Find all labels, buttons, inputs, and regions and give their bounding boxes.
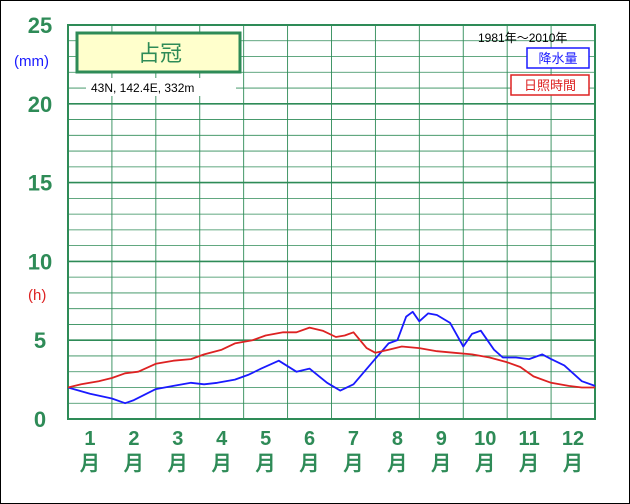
month-suffix-label: 月: [562, 453, 583, 475]
y-tick-label: 10: [28, 249, 52, 274]
month-number-label: 9: [436, 428, 447, 450]
month-number-label: 10: [474, 428, 496, 450]
month-number-label: 12: [562, 428, 584, 450]
y-tick-label: 15: [28, 171, 52, 196]
legend-sunshine-box: [510, 74, 590, 96]
month-suffix-label: 月: [342, 453, 363, 475]
y-tick-label: 20: [28, 92, 52, 117]
legend-precipitation: 降水量: [538, 51, 577, 66]
legend-precipitation-box: [526, 47, 590, 69]
x-tick-labels: 1 月 2 月 3 月 4 月 5 月 6 月 7 月 8 月 9 月 10 月 11 月 12 月: [79, 428, 584, 475]
month-number-label: 11: [519, 428, 540, 450]
month-number-label: 1: [84, 428, 95, 450]
station-title-box: [75, 31, 242, 74]
month-suffix-label: 月: [211, 453, 232, 475]
month-suffix-label: 月: [386, 453, 407, 475]
month-number-label: 4: [216, 428, 228, 450]
station-title: 占冠: [138, 42, 182, 67]
month-number-label: 6: [304, 428, 315, 450]
grid: [68, 25, 595, 419]
y-tick-label: 0: [34, 407, 46, 432]
series-lines: [67, 310, 596, 405]
coordinates-bg: [86, 78, 236, 96]
unit-label-mm: (mm): [14, 53, 49, 70]
month-number-label: 5: [260, 428, 271, 450]
month-number-label: 2: [128, 428, 139, 450]
station-coordinates: 43N, 142.4E, 332m: [91, 81, 194, 95]
y-tick-labels: 0 5 10 15 20 25: [28, 13, 52, 432]
legend-sunshine: 日照時間: [524, 78, 576, 93]
unit-label-h: (h): [28, 287, 46, 304]
month-suffix-label: 月: [79, 453, 100, 475]
month-suffix-label: 月: [167, 453, 188, 475]
sunshine-line: [67, 326, 595, 389]
month-number-label: 7: [348, 428, 359, 450]
y-tick-label: 25: [28, 13, 52, 38]
month-number-label: 3: [172, 428, 183, 450]
month-suffix-label: 月: [299, 453, 320, 475]
plot-border: [67, 24, 596, 420]
y-tick-label: 5: [34, 328, 46, 353]
month-suffix-label: 月: [255, 453, 276, 475]
month-suffix-label: 月: [518, 453, 539, 475]
precipitation-line: [67, 310, 596, 405]
month-number-label: 8: [392, 428, 403, 450]
month-suffix-label: 月: [123, 453, 144, 475]
month-suffix-label: 月: [430, 453, 451, 475]
period-label: 1981年～2010年: [478, 31, 567, 45]
month-suffix-label: 月: [474, 453, 495, 475]
